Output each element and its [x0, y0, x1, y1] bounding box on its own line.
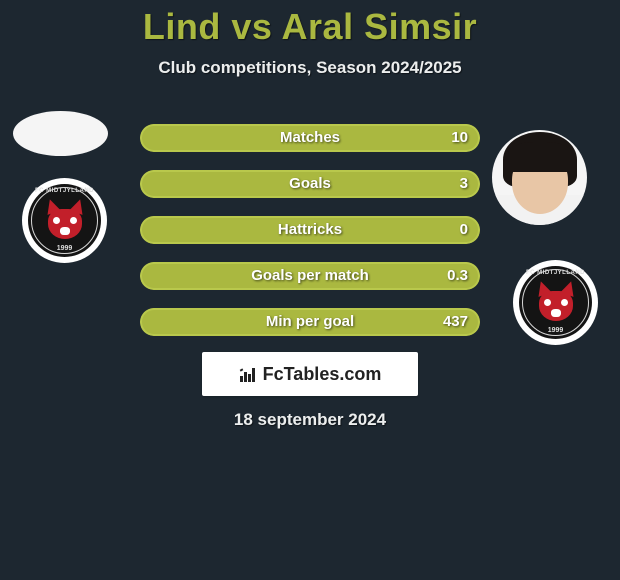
wolf-icon: [43, 199, 87, 243]
badge-year: 1999: [28, 245, 101, 252]
badge-year: 1999: [519, 327, 592, 334]
stat-bar-label: Hattricks: [140, 216, 480, 244]
subtitle: Club competitions, Season 2024/2025: [0, 58, 620, 78]
badge-club-name: FC MIDTJYLLAND: [28, 188, 101, 194]
player1-photo: [13, 111, 108, 156]
page-title: Lind vs Aral Simsir: [0, 0, 620, 48]
brand-text: FcTables.com: [263, 364, 382, 385]
badge-club-name: FC MIDTJYLLAND: [519, 270, 592, 276]
stat-bar: Hattricks0: [140, 216, 480, 244]
stat-bar: Min per goal437: [140, 308, 480, 336]
stat-bar-label: Min per goal: [140, 308, 480, 336]
stat-bar-value: 437: [443, 308, 468, 336]
player2-club-badge: FC MIDTJYLLAND 1999: [513, 260, 598, 345]
player2-photo: [492, 130, 587, 225]
stat-bar-value: 0: [460, 216, 468, 244]
stat-bar: Matches10: [140, 124, 480, 152]
stat-bar-label: Goals per match: [140, 262, 480, 290]
player1-club-badge: FC MIDTJYLLAND 1999: [22, 178, 107, 263]
player2-face: [492, 130, 587, 225]
stat-bar-value: 3: [460, 170, 468, 198]
barchart-icon: [239, 366, 259, 382]
stat-bar: Goals3: [140, 170, 480, 198]
stat-bar-value: 10: [451, 124, 468, 152]
date-text: 18 september 2024: [0, 410, 620, 430]
stat-bar-label: Matches: [140, 124, 480, 152]
stat-bars: Matches10 Goals3 Hattricks0 Goals per match…: [140, 124, 480, 354]
brand-box: FcTables.com: [202, 352, 418, 396]
stat-bar-label: Goals: [140, 170, 480, 198]
stat-bar-value: 0.3: [447, 262, 468, 290]
wolf-icon: [534, 281, 578, 325]
stat-bar: Goals per match0.3: [140, 262, 480, 290]
brand-label: FcTables.com: [239, 364, 382, 385]
